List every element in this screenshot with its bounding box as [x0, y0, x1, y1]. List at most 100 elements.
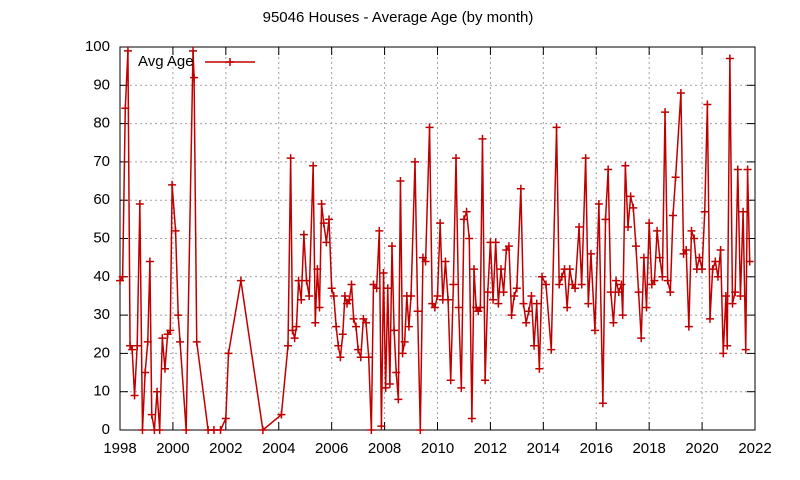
- data-point: [176, 337, 185, 346]
- data-point: [329, 291, 338, 300]
- data-point: [604, 165, 613, 174]
- data-point: [221, 414, 230, 423]
- data-point: [743, 165, 752, 174]
- data-point: [394, 395, 403, 404]
- data-point: [606, 288, 615, 297]
- x-tick-label: 2020: [685, 440, 718, 457]
- x-tick-label: 2016: [580, 440, 613, 457]
- data-point: [663, 276, 672, 285]
- data-point: [133, 341, 142, 350]
- data-point: [123, 46, 132, 55]
- data-point: [290, 334, 299, 343]
- data-point: [168, 180, 177, 189]
- data-point: [489, 295, 498, 304]
- data-point: [383, 284, 392, 293]
- data-point: [387, 242, 396, 251]
- legend-swatch-marker: [226, 58, 234, 66]
- data-point: [299, 230, 308, 239]
- data-point: [349, 314, 358, 323]
- data-point: [145, 257, 154, 266]
- data-point: [430, 303, 439, 312]
- data-point: [614, 288, 623, 297]
- data-point: [590, 326, 599, 335]
- data-point: [305, 291, 314, 300]
- data-point: [598, 399, 607, 408]
- data-point: [703, 100, 712, 109]
- data-point: [516, 184, 525, 193]
- data-point: [128, 345, 137, 354]
- data-point: [364, 353, 373, 362]
- data-point: [381, 383, 390, 392]
- data-point: [581, 154, 590, 163]
- x-tick-label: 2000: [156, 440, 189, 457]
- x-tick-label: 2006: [315, 440, 348, 457]
- data-point: [143, 337, 152, 346]
- data-point: [390, 326, 399, 335]
- data-point: [216, 426, 225, 434]
- data-point: [385, 380, 394, 389]
- data-point: [372, 284, 381, 293]
- data-point: [519, 299, 528, 308]
- data-point: [340, 291, 349, 300]
- x-tick-label: 2012: [474, 440, 507, 457]
- data-point: [135, 200, 144, 209]
- data-point: [153, 387, 162, 396]
- data-point: [708, 265, 717, 274]
- data-point: [433, 291, 442, 300]
- data-point: [723, 341, 732, 350]
- data-point: [138, 426, 147, 434]
- data-point: [524, 307, 533, 316]
- data-point: [716, 245, 725, 254]
- data-point: [277, 410, 286, 419]
- data-point: [687, 226, 696, 235]
- data-point: [736, 291, 745, 300]
- data-point: [563, 303, 572, 312]
- data-point: [618, 311, 627, 320]
- data-point: [407, 291, 416, 300]
- data-point: [594, 200, 603, 209]
- data-point: [671, 173, 680, 182]
- data-point: [668, 211, 677, 220]
- data-point: [645, 219, 654, 228]
- data-point: [653, 226, 662, 235]
- data-point: [512, 284, 521, 293]
- x-tick-label: 2010: [421, 440, 454, 457]
- data-point: [631, 242, 640, 251]
- data-point: [547, 345, 556, 354]
- data-point: [392, 368, 401, 377]
- data-point: [459, 215, 468, 224]
- data-point: [624, 223, 632, 232]
- data-point: [538, 272, 547, 281]
- data-point: [491, 238, 500, 247]
- data-point: [700, 207, 709, 216]
- data-point: [327, 284, 336, 293]
- data-point: [377, 422, 386, 431]
- data-point: [354, 345, 363, 354]
- data-point: [522, 318, 531, 327]
- data-point: [404, 322, 413, 331]
- data-point: [682, 245, 691, 254]
- data-point: [141, 368, 150, 377]
- data-point: [398, 349, 407, 358]
- data-point: [706, 314, 715, 323]
- data-point: [166, 326, 175, 335]
- data-point: [637, 334, 646, 343]
- x-tick-label: 1998: [103, 440, 136, 457]
- data-point: [190, 73, 199, 82]
- data-point: [728, 299, 737, 308]
- data-point: [317, 200, 326, 209]
- data-point: [347, 280, 356, 289]
- data-point: [309, 161, 318, 170]
- data-point: [189, 46, 198, 55]
- data-point: [356, 353, 365, 362]
- data-point: [182, 426, 191, 434]
- data-point: [684, 322, 693, 331]
- x-tick-label: 2022: [738, 440, 771, 457]
- data-point: [557, 272, 566, 281]
- x-tick-label: 2004: [262, 440, 295, 457]
- data-point: [733, 165, 742, 174]
- data-point: [642, 303, 651, 312]
- data-point: [336, 353, 345, 362]
- data-point: [530, 341, 539, 350]
- plot-border: [119, 46, 756, 431]
